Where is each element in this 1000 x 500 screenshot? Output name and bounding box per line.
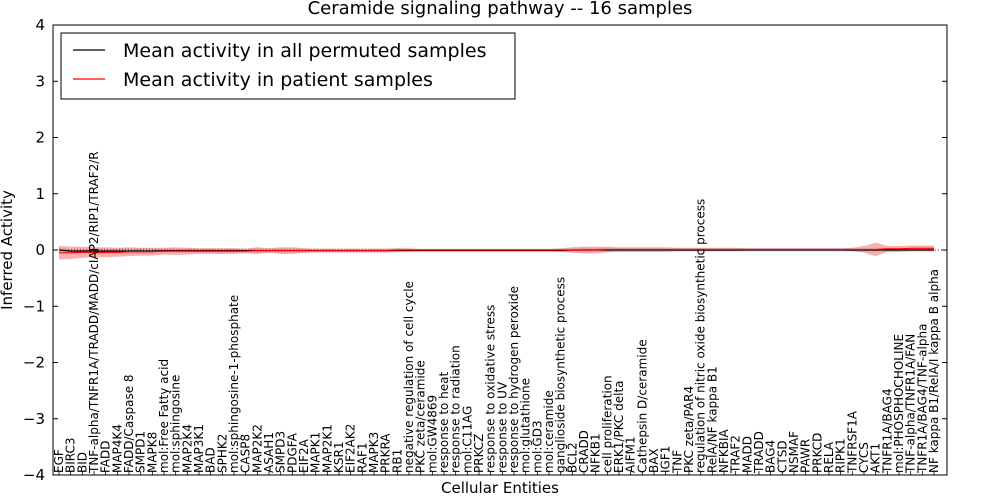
x-tick-label: response to oxidative stress (484, 305, 498, 473)
x-tick-label: ganglioside biosynthetic process (554, 277, 568, 473)
x-tick-label: SMPD1 (134, 431, 148, 473)
x-tick-label: BID (75, 452, 89, 473)
x-tick-label: CYCS (857, 442, 871, 473)
x-tick-label: AKT1 (869, 443, 883, 473)
x-tick-label: ERK1/PKC delta (612, 380, 626, 473)
x-tick-label: TNF-alpha/TNFR1A/FAN (904, 334, 918, 474)
x-tick-label: TRAF2 (729, 435, 743, 474)
x-tick-label: response to heat (437, 371, 451, 473)
legend-label-patient: Mean activity in patient samples (123, 69, 433, 91)
x-tick-label: PRKRA (379, 433, 393, 473)
legend: Mean activity in all permuted samples Me… (60, 32, 516, 100)
x-tick-label: mol:Free Fatty acid (157, 359, 171, 473)
y-tick-label: −1 (23, 297, 45, 315)
x-axis: EGFBIRC3BIDTNF-alpha/TNFR1A/TRADD/MADD/c… (52, 151, 941, 475)
x-tick-label: RIPK1 (834, 438, 848, 473)
x-tick-label: cell proliferation (600, 375, 614, 473)
x-tick-label: CRADD (577, 430, 591, 473)
x-tick-label: TNF-alpha/TNFR1A/TRADD/MADD/cIAP2/RIP1/T… (87, 151, 101, 474)
x-tick-label: SMPD3 (274, 431, 288, 473)
x-tick-label: MAP3K1 (192, 424, 206, 473)
y-axis-title: Inferred Activity (0, 190, 16, 310)
x-tick-label: MAPK3 (367, 432, 381, 473)
x-tick-label: PDGFA (285, 432, 299, 473)
x-tick-label: MADD (740, 436, 754, 473)
x-tick-label: BCL2 (565, 442, 579, 473)
y-tick-label: 1 (35, 185, 45, 203)
series-line-1 (59, 247, 934, 254)
x-tick-label: TNFR1A/BAG4 (880, 388, 894, 474)
x-tick-label: mol:glutathione (519, 378, 533, 473)
x-tick-label: MAP4K4 (110, 424, 124, 473)
legend-label-permuted: Mean activity in all permuted samples (123, 40, 486, 62)
x-tick-label: ASAH1 (262, 432, 276, 473)
x-tick-label: mol:sphingosine-1-phosphate (227, 295, 241, 473)
x-tick-label: NFKB1 (589, 433, 603, 473)
x-tick-label: mol:GW4869 (425, 395, 439, 473)
x-tick-label: FADD/Caspase 8 (122, 374, 136, 473)
x-tick-label: EGF (52, 449, 66, 473)
x-tick-label: Cathepsin D/ceramide (635, 339, 649, 473)
x-tick-label: KSR1 (332, 442, 346, 473)
legend-box (60, 32, 516, 100)
x-tick-label: RB1 (390, 449, 404, 473)
x-tick-label: MAPK8 (145, 432, 159, 473)
x-tick-label: negative regulation of cell cycle (402, 281, 416, 473)
x-tick-label: MAPK1 (309, 432, 323, 473)
x-tick-label: EIF2AK2 (344, 424, 358, 473)
x-tick-label: BAX (647, 448, 661, 473)
y-tick-label: 2 (35, 129, 45, 147)
x-tick-label: SPHK2 (215, 434, 229, 473)
x-tick-label: PAWR (799, 439, 813, 473)
x-tick-label: TNF (670, 450, 684, 474)
x-tick-label: EIF2A (297, 438, 311, 473)
x-tick-label: TNFRSF1A (845, 410, 859, 474)
x-tick-label: MAP2K2 (250, 424, 264, 473)
y-tick-label: −3 (23, 410, 45, 428)
x-tick-label: IGF1 (659, 446, 673, 473)
x-tick-label: mol:GD3 (530, 420, 544, 473)
x-tick-label: response to UV (495, 381, 509, 473)
y-tick-label: 0 (35, 241, 45, 259)
y-tick-label: 4 (35, 16, 45, 34)
x-tick-label: TRADD (752, 431, 766, 474)
x-tick-label: RelA/NF kappa B1 (705, 366, 719, 473)
x-tick-label: PKC zeta/ceramide (414, 360, 428, 473)
x-tick-label: mol:sphingosine (169, 375, 183, 473)
x-tick-label: CASP8 (239, 434, 253, 473)
x-tick-label: RAF1 (355, 442, 369, 473)
x-tick-label: response to radiation (449, 345, 463, 473)
x-tick-label: PRKCD (810, 433, 824, 473)
x-tick-label: MAP2K4 (180, 424, 194, 473)
x-tick-label: MAP2K1 (320, 424, 334, 473)
x-tick-label: mol:ceramide (542, 390, 556, 473)
x-tick-label: PRKCZ (472, 434, 486, 473)
x-tick-label: regulation of nitric oxide biosynthetic … (694, 199, 708, 473)
series-lines (58, 247, 934, 254)
y-tick-label: −4 (23, 466, 45, 484)
x-tick-label: CTSD (775, 440, 789, 473)
y-axis: −4 −3 −2 −1 0 1 2 3 4 (23, 16, 947, 484)
x-tick-label: NFKBIA (717, 428, 731, 473)
x-tick-label: FADD (99, 441, 113, 474)
x-axis-title: Cellular Entities (441, 479, 559, 497)
x-tick-label: mol:PHOSPHOCHOLINE (892, 334, 906, 473)
x-tick-label: BAD (204, 447, 218, 473)
x-tick-label: AIFM1 (624, 436, 638, 473)
x-tick-label: BAG4 (764, 440, 778, 473)
x-tick-label: response to hydrogen peroxide (507, 286, 521, 473)
x-tick-label: RELA (822, 441, 836, 473)
x-tick-label: TNFR1A/BAG4/TNF-alpha (915, 324, 929, 474)
x-tick-label: NF kappa B1/RelA/I kappa B alpha (927, 269, 941, 473)
y-tick-label: −2 (23, 354, 45, 372)
x-tick-label: NSMAF (787, 431, 801, 473)
x-tick-label: PKC zeta/PAR4 (682, 386, 696, 473)
y-tick-label: 3 (35, 72, 45, 90)
chart-title: Ceramide signaling pathway -- 16 samples (308, 0, 693, 19)
x-tick-label: BIRC3 (64, 437, 78, 473)
x-tick-label: mol:C11AG (460, 406, 474, 473)
